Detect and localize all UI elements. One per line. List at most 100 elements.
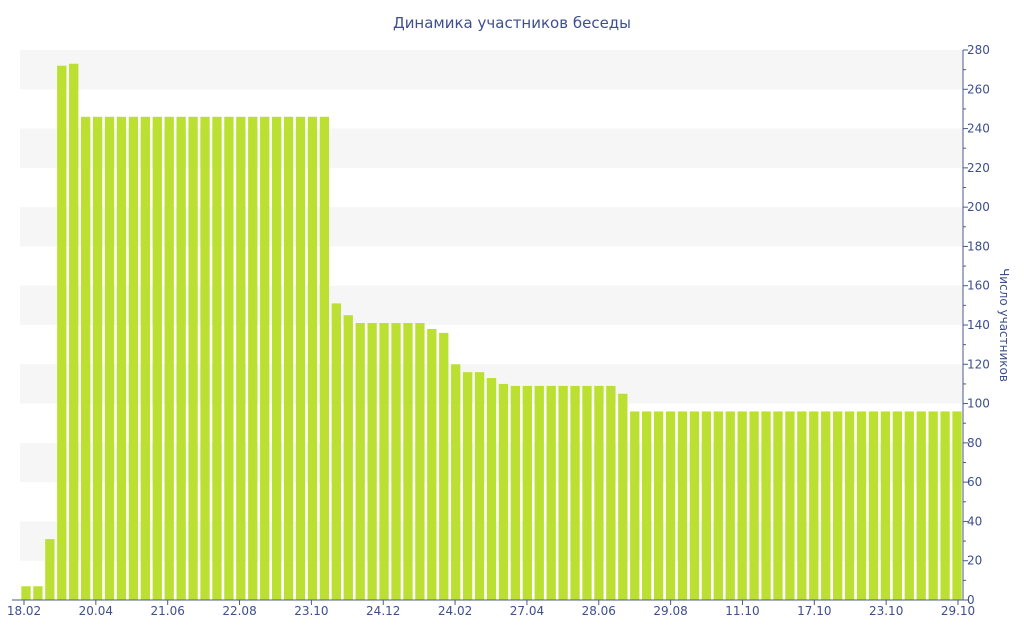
bar xyxy=(904,411,914,600)
bar xyxy=(797,411,807,600)
bar xyxy=(713,411,723,600)
y-tick-label: 260 xyxy=(967,82,990,96)
x-tick-label: 18.02 xyxy=(7,604,41,618)
bar xyxy=(248,116,258,601)
bar xyxy=(271,116,282,601)
y-axis-label: Число участников xyxy=(997,268,1011,382)
x-tick-label: 11.10 xyxy=(725,604,759,618)
y-tick-label: 40 xyxy=(967,514,982,528)
grid-band xyxy=(20,50,963,90)
bar xyxy=(856,411,867,600)
bar xyxy=(749,411,759,600)
y-tick-label: 200 xyxy=(967,200,990,214)
y-tick-label: 20 xyxy=(967,554,982,568)
bar xyxy=(427,328,437,600)
bar xyxy=(80,116,91,601)
x-tick-label: 21.06 xyxy=(151,604,185,618)
bar xyxy=(45,539,55,600)
bar xyxy=(224,116,234,601)
bar xyxy=(116,116,127,601)
bar xyxy=(236,116,246,601)
bar xyxy=(319,116,330,601)
bar xyxy=(761,411,771,600)
bar xyxy=(892,411,903,600)
bar xyxy=(104,116,115,601)
bar xyxy=(701,411,712,600)
bar xyxy=(833,411,843,600)
bar xyxy=(558,385,568,600)
x-tick-label: 17.10 xyxy=(797,604,831,618)
bar xyxy=(642,411,652,600)
y-tick-label: 160 xyxy=(967,279,990,293)
bar xyxy=(916,411,926,600)
bar xyxy=(618,393,628,600)
x-tick-label: 24.12 xyxy=(366,604,400,618)
y-tick-label: 120 xyxy=(967,357,990,371)
bar xyxy=(152,116,162,601)
y-tick-label: 180 xyxy=(967,239,990,253)
bar xyxy=(415,323,425,600)
bar xyxy=(260,116,270,601)
bar xyxy=(653,411,664,600)
y-tick-label: 280 xyxy=(967,43,990,57)
bar xyxy=(821,411,831,600)
x-tick-label: 23.10 xyxy=(294,604,328,618)
bar xyxy=(92,116,103,601)
x-tick-label: 28.06 xyxy=(582,604,616,618)
bar xyxy=(212,116,222,601)
bar xyxy=(689,411,700,600)
bar xyxy=(403,323,413,600)
bar xyxy=(570,385,580,600)
bar xyxy=(164,116,174,601)
y-tick-label: 240 xyxy=(967,122,990,136)
bar xyxy=(522,385,532,600)
bar xyxy=(57,65,67,600)
x-tick-label: 24.02 xyxy=(438,604,472,618)
bar xyxy=(283,116,294,601)
bar xyxy=(140,116,150,601)
bar xyxy=(928,411,938,600)
bar xyxy=(474,372,485,600)
bar xyxy=(391,323,401,600)
bar xyxy=(952,411,962,600)
y-tick-label: 100 xyxy=(967,397,990,411)
bar xyxy=(725,411,735,600)
x-tick-label: 23.10 xyxy=(869,604,903,618)
bar xyxy=(582,385,592,600)
bar xyxy=(295,116,306,601)
bar-series xyxy=(21,63,962,601)
bar xyxy=(21,586,31,600)
bar xyxy=(677,411,688,600)
bar xyxy=(439,332,449,600)
bar xyxy=(844,411,855,600)
bar xyxy=(188,116,198,601)
bar xyxy=(534,385,544,600)
x-tick-label: 20.04 xyxy=(79,604,113,618)
x-tick-label: 22.08 xyxy=(222,604,256,618)
bar xyxy=(498,383,509,600)
bar xyxy=(331,303,341,600)
bar xyxy=(665,411,676,600)
bar xyxy=(737,411,747,600)
x-tick-label: 29.10 xyxy=(941,604,975,618)
y-tick-label: 80 xyxy=(967,436,982,450)
y-tick-label: 0 xyxy=(967,593,975,607)
bar xyxy=(451,364,461,600)
bar xyxy=(343,315,353,600)
x-tick-label: 27.04 xyxy=(510,604,544,618)
bar xyxy=(546,385,556,600)
bar xyxy=(33,586,43,600)
bar xyxy=(594,385,604,600)
y-tick-label: 220 xyxy=(967,161,990,175)
bar xyxy=(785,411,795,600)
bar xyxy=(868,411,879,600)
bar xyxy=(379,323,389,600)
bar xyxy=(630,411,640,600)
bar xyxy=(510,385,521,600)
chart-title: Динамика участников беседы xyxy=(393,14,631,32)
bar xyxy=(200,116,210,601)
bar xyxy=(880,411,891,600)
bar xyxy=(773,411,783,600)
y-tick-label: 60 xyxy=(967,475,982,489)
